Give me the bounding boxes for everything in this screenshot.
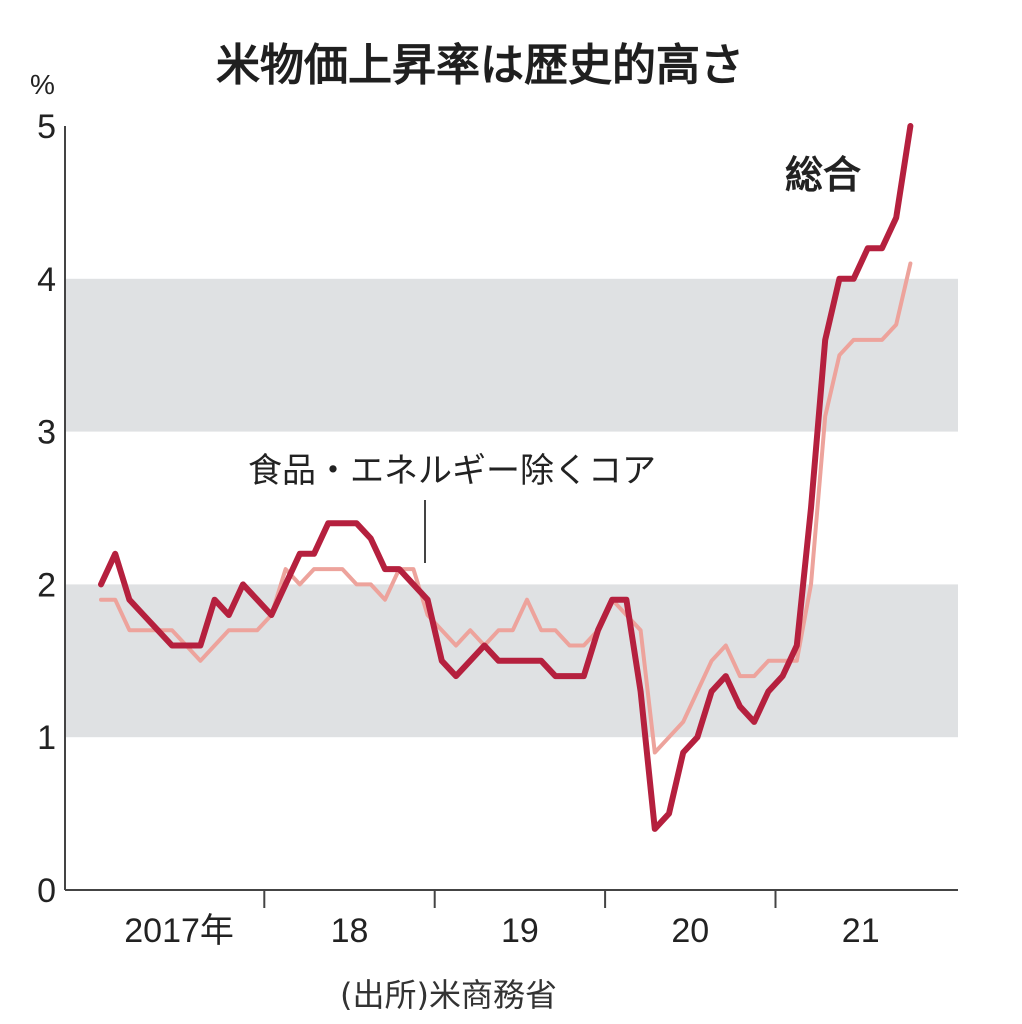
y-tick-label: 0 xyxy=(37,872,56,910)
y-tick-label: 3 xyxy=(37,414,56,452)
x-tick-label: 19 xyxy=(501,912,539,950)
y-tick-label: 5 xyxy=(37,108,56,146)
x-tick-label: 21 xyxy=(842,912,880,950)
y-unit-label: % xyxy=(30,69,55,100)
series-lines xyxy=(98,123,914,832)
core-series-label: 食品・エネルギー除くコア xyxy=(248,451,656,491)
y-tick-label: 4 xyxy=(37,261,56,299)
chart-title: 米物価上昇率は歴史的高さ xyxy=(216,40,744,91)
annotations: 食品・エネルギー除くコア 総合 xyxy=(248,153,861,563)
grid-bands xyxy=(65,278,958,738)
x-tick-label: 20 xyxy=(671,912,709,950)
y-tick-labels: 0 1 2 3 4 5 xyxy=(37,108,56,910)
y-tick-label: 1 xyxy=(37,719,56,757)
y-tick-label: 2 xyxy=(37,566,56,604)
axes xyxy=(64,126,958,908)
grid-band xyxy=(65,278,958,432)
core-series-line xyxy=(99,261,913,755)
total-series-line xyxy=(98,123,914,832)
total-series-label: 総合 xyxy=(785,153,861,197)
x-tick-label: 2017年 xyxy=(124,912,234,950)
x-tick-label: 18 xyxy=(331,912,369,950)
x-tick-labels: 2017年 18 19 20 21 xyxy=(124,912,879,950)
source-note: (出所)米商務省 xyxy=(340,976,557,1014)
